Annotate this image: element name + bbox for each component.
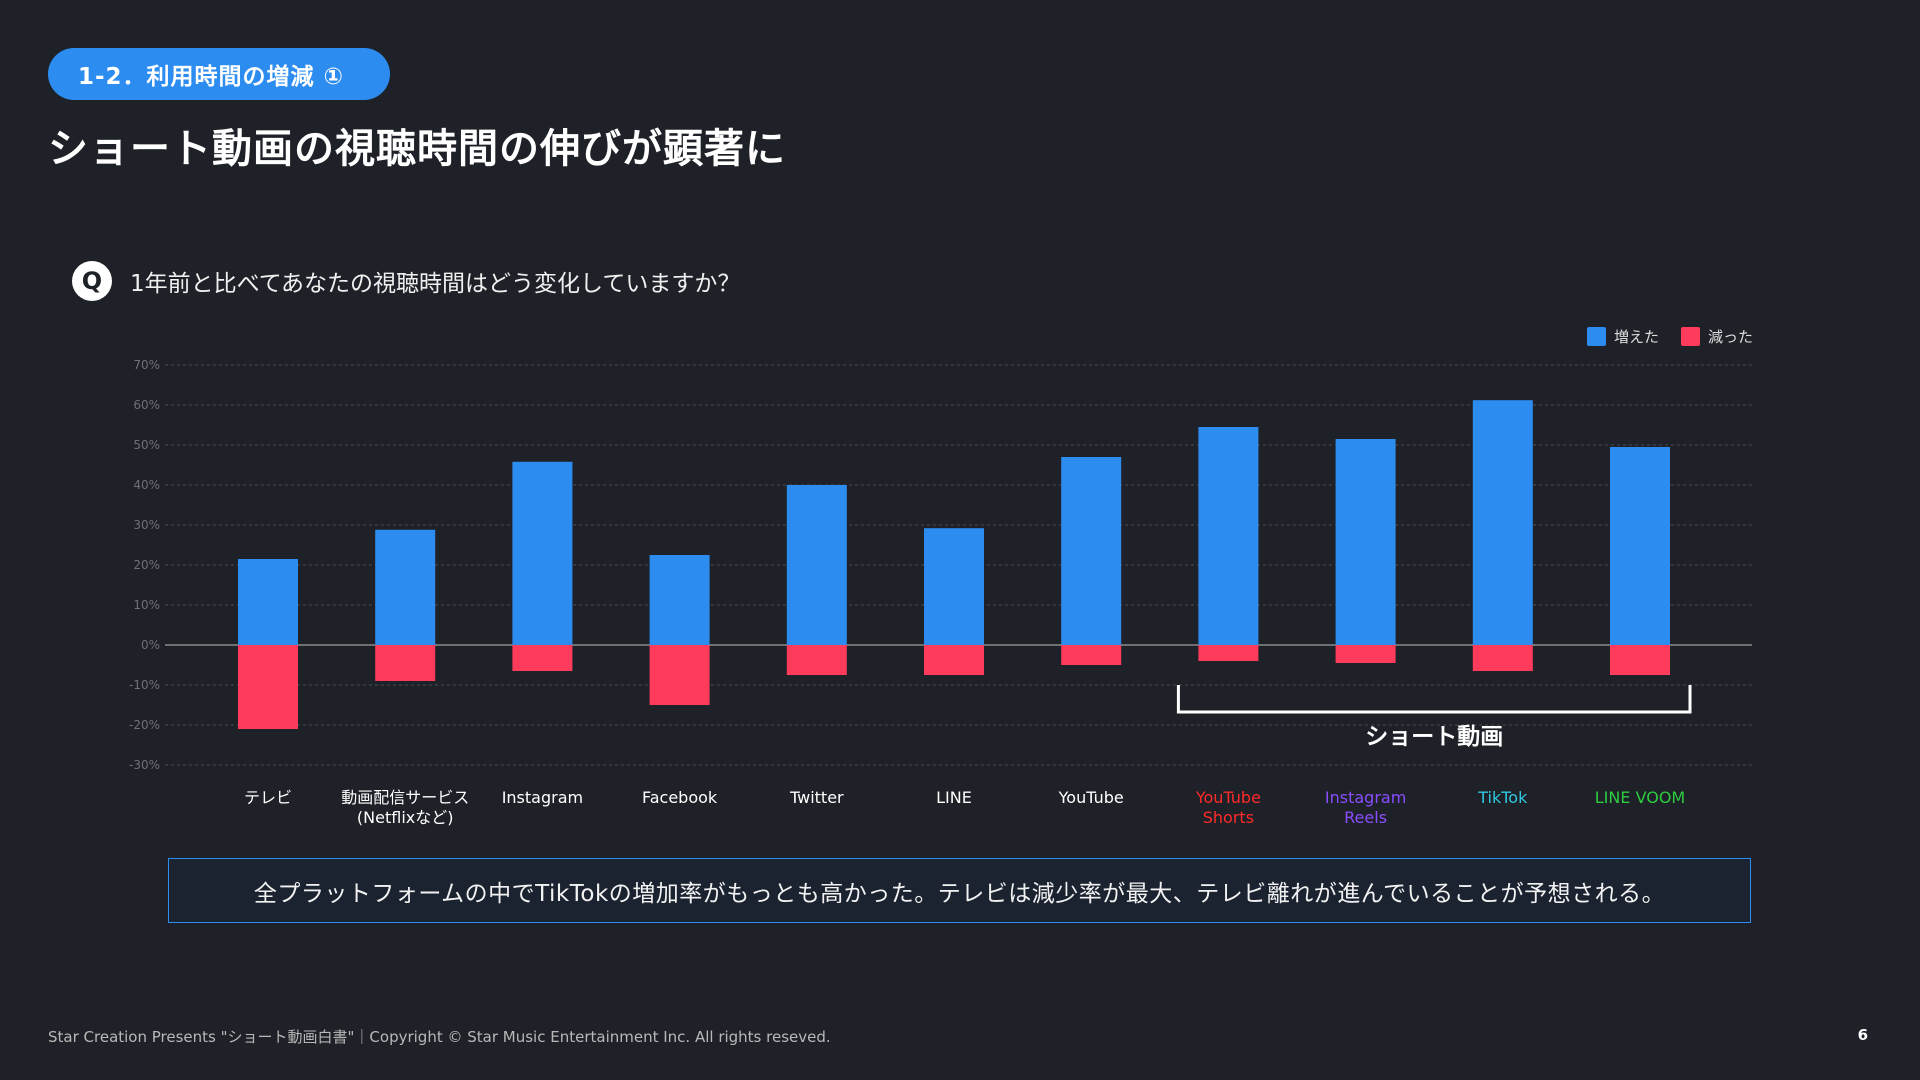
bar-increase: [1610, 447, 1670, 645]
bar-decrease: [1335, 645, 1396, 663]
legend-label-decrease: 減った: [1707, 328, 1753, 346]
section-badge: 1-2．利用時間の増減 ①: [48, 48, 390, 100]
bar-increase: [375, 529, 436, 645]
summary-text: 全プラットフォームの中でTikTokの増加率がもっとも高かった。テレビは減少率が…: [253, 880, 1666, 907]
bar-decrease: [375, 645, 436, 681]
legend-item-increase: 増えた: [1586, 326, 1659, 347]
bar-increase: [1061, 457, 1122, 645]
x-tick-label: Facebook: [642, 788, 718, 807]
bar-increase: [512, 461, 573, 645]
bar-increase: [1198, 427, 1259, 645]
bar-decrease: [924, 645, 984, 675]
bar-decrease: [1061, 645, 1122, 665]
legend-swatch-increase: [1586, 327, 1606, 346]
summary-box: 全プラットフォームの中でTikTokの増加率がもっとも高かった。テレビは減少率が…: [168, 858, 1751, 923]
x-tick-label: Instagram: [502, 788, 583, 807]
y-tick-label: -30%: [129, 758, 160, 772]
y-tick-label: 40%: [133, 478, 160, 492]
x-tick-label: YouTube: [1058, 788, 1124, 807]
page-title: ショート動画の視聴時間の伸びが顕著に: [48, 126, 786, 172]
y-tick-label: -10%: [129, 678, 160, 692]
bar-decrease: [1198, 645, 1259, 661]
bar-decrease: [786, 645, 847, 675]
y-tick-label: 10%: [133, 598, 160, 612]
short-video-bracket: [1176, 685, 1692, 714]
bar-increase: [1472, 400, 1533, 645]
bar-increase: [1335, 439, 1396, 645]
bar-decrease: [512, 645, 573, 671]
footer-copyright: Star Creation Presents "ショート動画白書"｜Copyri…: [48, 1028, 831, 1046]
question-row: Q 1年前と比べてあなたの視聴時間はどう変化していますか？: [72, 261, 740, 301]
x-tick-label: YouTube Shorts: [1195, 788, 1261, 827]
bar-decrease: [649, 645, 710, 705]
bar-increase: [649, 555, 710, 645]
section-badge-label: 1-2．利用時間の増減 ①: [78, 64, 345, 90]
y-tick-label: 20%: [133, 558, 160, 572]
legend-item-decrease: 減った: [1680, 326, 1753, 347]
x-tick-label: TikTok: [1477, 788, 1528, 807]
x-tick-label: Twitter: [789, 788, 844, 807]
bar-decrease: [1472, 645, 1533, 671]
x-tick-label: LINE: [936, 788, 972, 807]
question-text: 1年前と比べてあなたの視聴時間はどう変化していますか？: [130, 271, 741, 297]
y-tick-label: 60%: [133, 398, 160, 412]
legend-swatch-decrease: [1680, 327, 1700, 346]
page-number: 6: [1857, 1026, 1868, 1044]
bar-increase: [786, 485, 847, 645]
x-tick-label: LINE VOOM: [1595, 788, 1685, 807]
chart-legend: 増えた 減った: [1565, 326, 1753, 347]
bar-decrease: [238, 645, 298, 729]
question-icon: Q: [72, 261, 112, 301]
y-tick-label: 50%: [133, 438, 160, 452]
x-tick-label: テレビ: [244, 788, 292, 807]
short-video-label: ショート動画: [1365, 724, 1503, 750]
legend-label-increase: 増えた: [1613, 328, 1659, 346]
y-tick-label: 0%: [141, 638, 160, 652]
bar-decrease: [1610, 645, 1670, 675]
x-tick-label: 動画配信サービス(Netflixなど): [341, 788, 469, 827]
y-tick-label: 70%: [133, 358, 160, 372]
bar-increase: [924, 528, 984, 645]
x-tick-label: Instagram Reels: [1325, 788, 1406, 827]
bar-increase: [238, 559, 298, 645]
y-tick-label: -20%: [129, 718, 160, 732]
y-tick-label: 30%: [133, 518, 160, 532]
